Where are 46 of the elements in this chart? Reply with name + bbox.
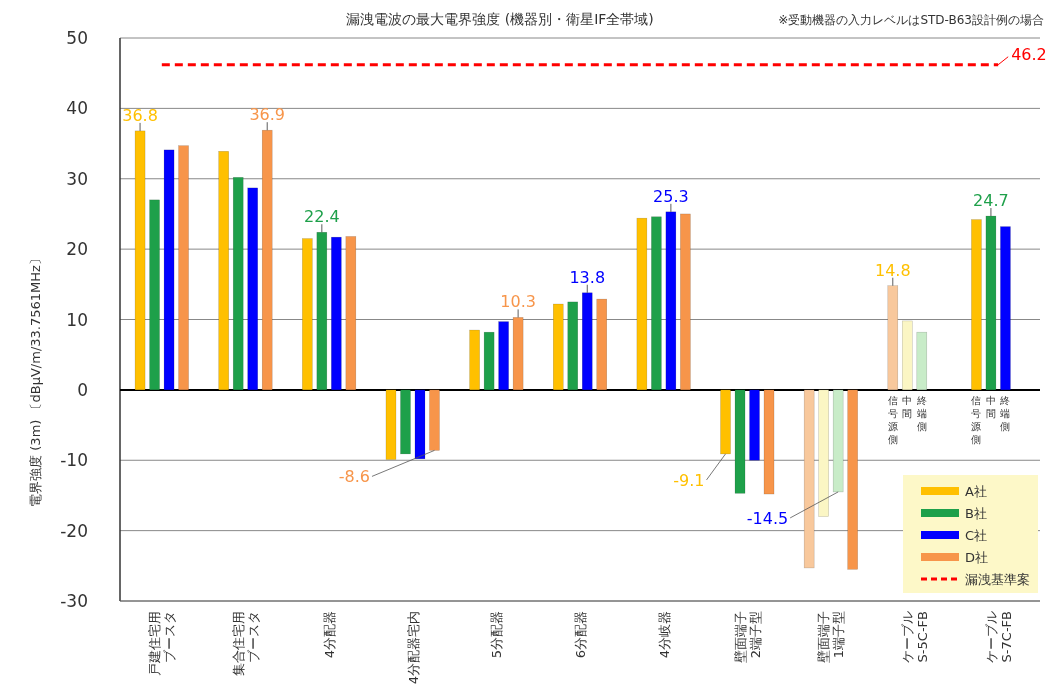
x-tick-label: 壁面端子2端子型 [732, 611, 763, 663]
data-label: 24.7 [973, 191, 1009, 211]
x-tick-label: 集合住宅用ブースタ [230, 611, 261, 676]
data-label: 46.2 [1011, 44, 1047, 64]
x-tick-label: 4分配器宅内 [405, 611, 421, 685]
data-label: 14.8 [874, 260, 911, 280]
data-label: 36.8 [122, 105, 158, 125]
data-label: 36.9 [249, 105, 286, 125]
data-label: 10.3 [500, 292, 536, 312]
y-tick-label: -10 [60, 450, 88, 471]
x-tick-label: 4分岐器 [656, 611, 672, 659]
data-label: 13.8 [569, 267, 606, 287]
x-tick-label: 壁面端子1端子型 [816, 611, 847, 663]
y-tick-label: 50 [66, 28, 88, 48]
y-tick-label: 10 [66, 309, 88, 330]
legend-label: 漏洩基準案 [965, 572, 1030, 587]
y-tick-label: 40 [66, 98, 88, 119]
x-tick-label: 5分配器 [489, 611, 505, 659]
annotation: 終端側 [915, 394, 927, 432]
y-axis-title: 電界強度 (3m) 〔dBμV/m/33.7561MHz〕 [28, 252, 43, 507]
annotation: 中間 [902, 394, 913, 419]
annotation: 中間 [985, 394, 996, 419]
data-label: -9.1 [673, 470, 705, 490]
text: ※受動機器の入力レベルはSTD-B63設計例の場合 [778, 13, 1044, 27]
data-label: -14.5 [746, 508, 789, 528]
legend-label: D社 [965, 550, 989, 565]
data-label: -8.6 [338, 467, 370, 487]
annotation: 信号源側 [887, 394, 898, 445]
legend-label: B社 [965, 506, 987, 521]
data-label: 25.3 [653, 186, 689, 206]
legend-label: A社 [965, 484, 987, 499]
y-tick-label: -20 [60, 520, 88, 541]
chart-title: 漏洩電波の最大電界強度 (機器別・衛星IF全帯域) [346, 11, 654, 27]
y-tick-label: 30 [66, 168, 88, 189]
x-tick-label: ケーブルS-5C-FB [900, 611, 931, 663]
data-label: 22.4 [304, 207, 340, 227]
annotation: 信号源側 [971, 394, 982, 445]
annotation: 終端側 [999, 394, 1011, 432]
x-tick-label: 4分配器 [322, 611, 338, 659]
y-tick-label: 0 [77, 379, 88, 400]
y-tick-label: 20 [66, 239, 88, 260]
y-tick-label: -30 [60, 591, 88, 611]
x-tick-label: 6分配器 [573, 611, 588, 659]
legend-label: C社 [965, 528, 988, 543]
x-tick-label: ケーブルS-7C-FB [983, 611, 1014, 663]
x-tick-label: 戸建住宅用ブースタ [147, 611, 178, 676]
